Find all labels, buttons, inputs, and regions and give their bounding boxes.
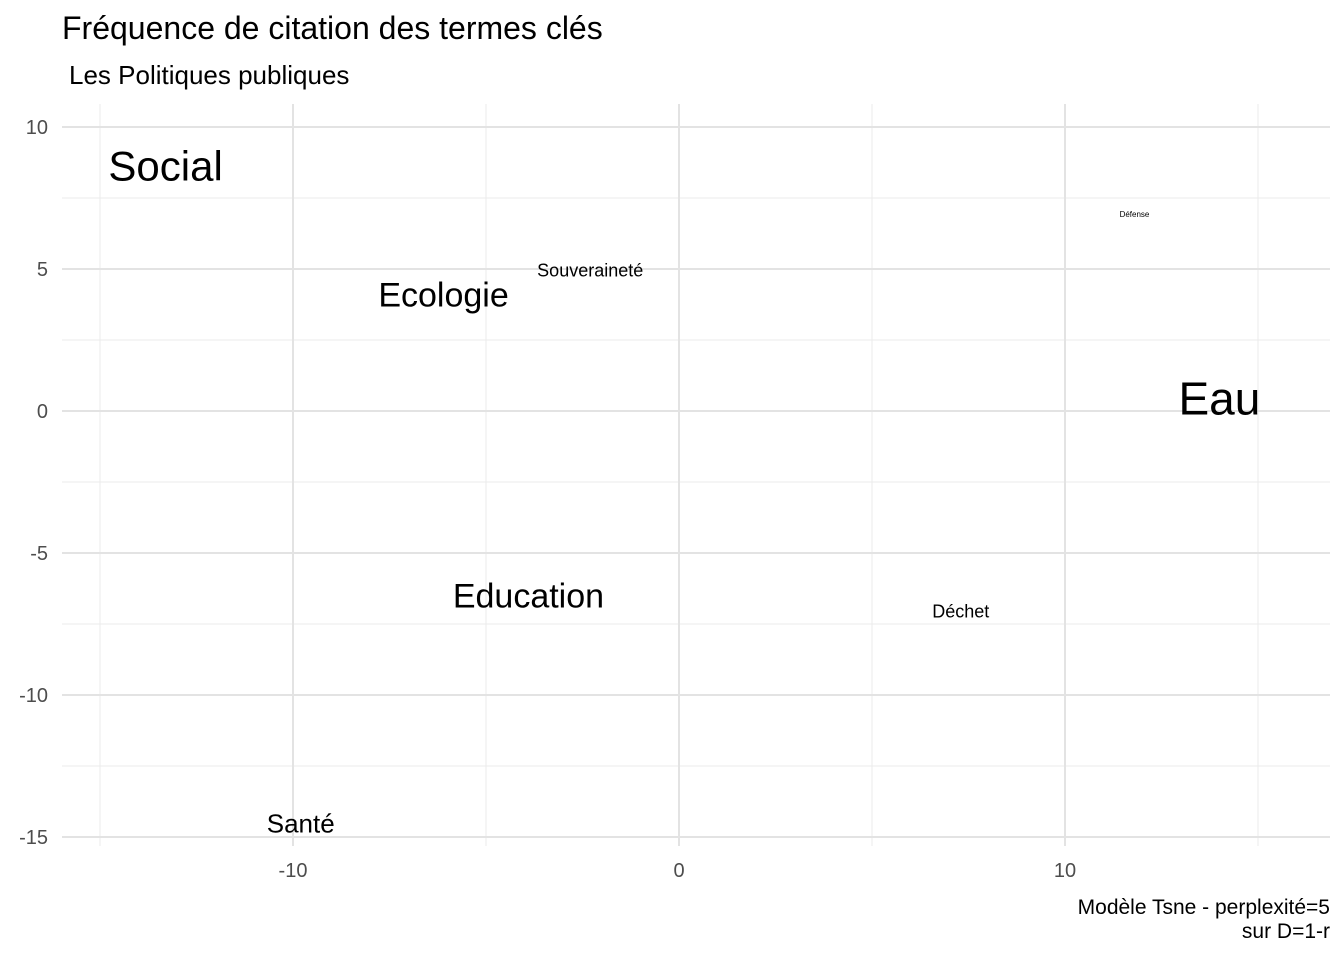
word-label: Souveraineté: [537, 261, 643, 281]
x-axis-ticks: -10 0 10: [279, 860, 1077, 882]
word-label: Eau: [1178, 373, 1260, 425]
caption-line-2: sur D=1-r: [1241, 920, 1330, 943]
word-label: Déchet: [932, 601, 989, 621]
y-tick-label: 5: [37, 259, 48, 281]
y-tick-label: -5: [30, 543, 48, 565]
y-tick-label: -10: [19, 685, 48, 707]
chart-title: Fréquence de citation des termes clés: [62, 10, 603, 46]
y-tick-label: 0: [37, 401, 48, 423]
chart-subtitle: Les Politiques publiques: [69, 60, 350, 90]
x-tick-label: 10: [1054, 860, 1076, 882]
word-label: Social: [108, 143, 222, 190]
caption-line-1: Modèle Tsne - perplexité=5: [1077, 896, 1330, 919]
minor-gridlines: [62, 104, 1330, 846]
word-label: Ecologie: [378, 276, 508, 314]
x-tick-label: 0: [673, 860, 684, 882]
y-axis-ticks: 10 5 0 -5 -10 -15: [19, 117, 48, 849]
x-tick-label: -10: [279, 860, 308, 882]
y-tick-label: -15: [19, 827, 48, 849]
y-tick-label: 10: [26, 117, 48, 139]
word-label: Défense: [1120, 210, 1150, 219]
word-label: Education: [453, 577, 604, 615]
major-gridlines: [62, 104, 1330, 846]
word-labels: Social Ecologie Souveraineté Défense Eau Educ…: [108, 143, 1260, 839]
word-label: Santé: [267, 809, 335, 839]
chart-caption: Modèle Tsne - perplexité=5 sur D=1-r: [1078, 896, 1330, 944]
